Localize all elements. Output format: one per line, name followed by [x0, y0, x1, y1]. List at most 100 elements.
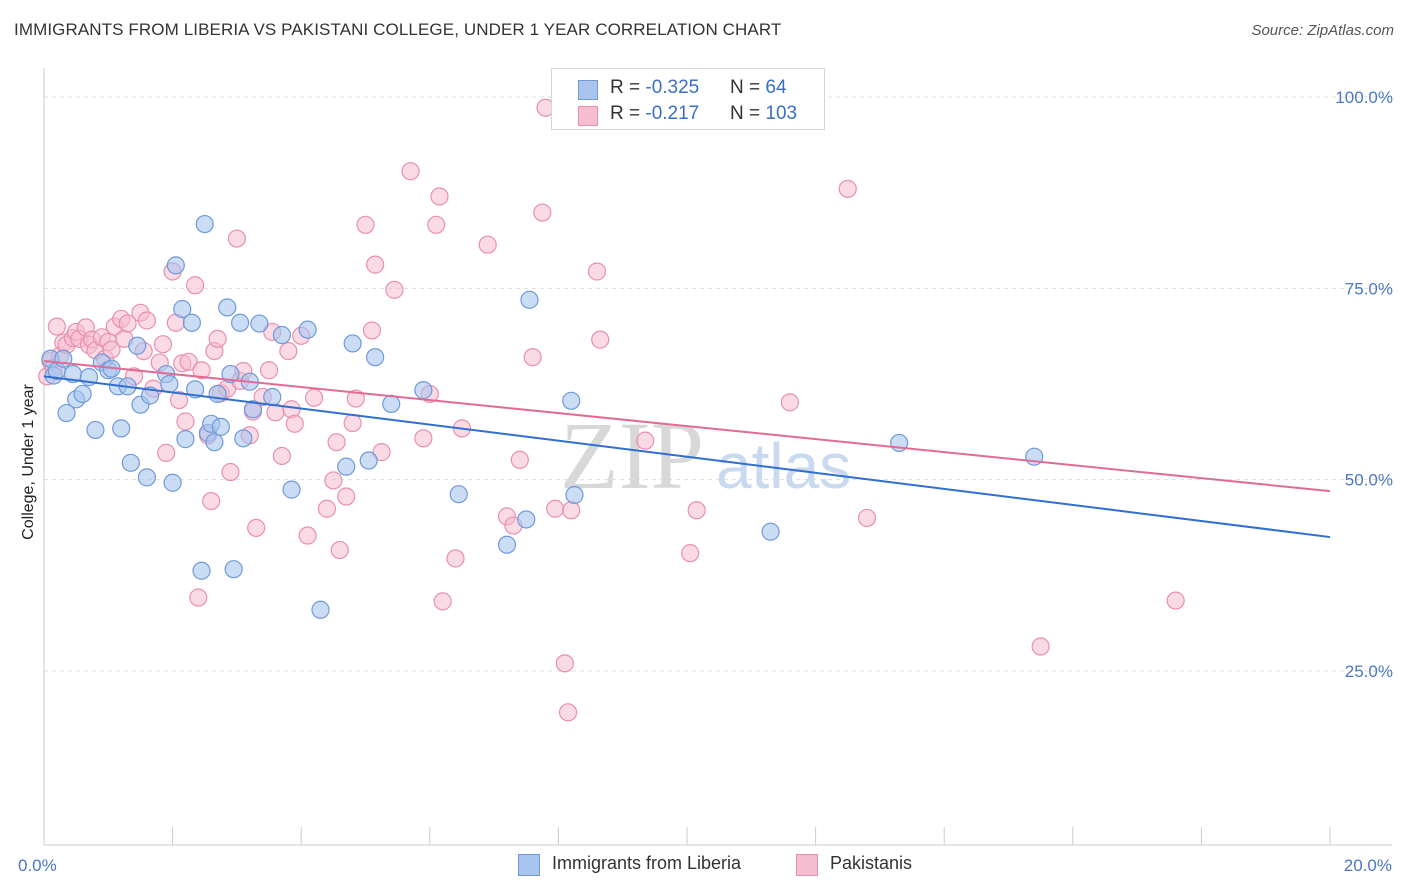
pakistani-point: [227, 229, 246, 248]
liberia-point: [218, 298, 237, 317]
liberia-point: [140, 386, 160, 405]
pakistani-point: [202, 491, 221, 511]
liberia-point: [86, 420, 105, 440]
liberia-point: [176, 430, 195, 449]
y-tick-labels: 100.0% 75.0% 50.0% 25.0%: [1335, 88, 1393, 681]
pakistani-point: [362, 321, 382, 340]
pakistani-point: [385, 280, 404, 299]
liberia-point: [54, 349, 73, 368]
pakistani-point: [427, 215, 446, 234]
liberia-point: [205, 433, 224, 452]
x-tick-left: 0.0%: [18, 856, 57, 875]
pakistani-point: [1031, 637, 1050, 656]
pakistani-point: [401, 162, 420, 181]
pakistani-point: [137, 311, 156, 330]
pakistani-point: [285, 414, 304, 433]
pakistani-point: [247, 518, 266, 537]
bottom-legend-label: Immigrants from Liberia: [552, 853, 742, 873]
liberia-point: [224, 560, 243, 579]
liberia-point: [250, 314, 269, 333]
pakistani-point: [346, 389, 365, 408]
pakistani-trend-line: [43, 360, 1331, 493]
liberia-point: [343, 334, 362, 353]
liberia-point: [414, 381, 433, 400]
liberia-point: [186, 380, 205, 399]
pakistani-point: [372, 443, 391, 462]
pakistani-point: [366, 255, 385, 274]
pakistani-point: [1166, 591, 1185, 610]
pakistani-point: [636, 431, 655, 450]
liberia-point: [497, 535, 517, 554]
pakistani-point: [259, 361, 279, 380]
legend-r-label: R =: [610, 103, 646, 124]
pakistani-point: [681, 544, 700, 563]
liberia-point: [337, 457, 356, 476]
pakistani-point: [546, 499, 565, 518]
trend-lines: [43, 360, 1331, 539]
liberia-point: [243, 400, 263, 419]
legend-r-value: -0.217: [645, 103, 700, 124]
pakistani-point: [838, 179, 857, 198]
pakistani-point: [414, 429, 433, 448]
pakistani-point: [523, 348, 542, 367]
watermark-atlas: atlas: [716, 430, 851, 502]
liberia-point: [761, 522, 780, 541]
pakistani-point: [430, 187, 449, 206]
pakistani-point: [558, 703, 578, 722]
pakistani-point: [324, 471, 343, 490]
pakistani-point: [102, 340, 121, 359]
liberia-point: [137, 468, 156, 487]
legend-n-label: N =: [730, 103, 766, 124]
pakistani-point: [562, 501, 581, 520]
liberia-point: [366, 348, 385, 367]
pakistani-point: [857, 508, 877, 528]
pakistani-point: [337, 487, 356, 506]
pakistani-point: [176, 412, 195, 431]
pakistani-point: [780, 393, 799, 412]
liberia-point: [163, 473, 182, 492]
liberia-point: [112, 419, 131, 438]
pakistani-point: [157, 443, 176, 462]
y-tick-label: 75.0%: [1345, 279, 1393, 298]
liberia-point: [195, 214, 214, 234]
pakistani-point: [221, 462, 240, 482]
pakistani-point: [47, 317, 66, 336]
liberia-point: [160, 374, 179, 394]
pakistani-point: [153, 335, 173, 354]
pakistani-point: [189, 588, 208, 607]
liberia-point: [166, 256, 185, 275]
liberia-point: [128, 336, 147, 355]
pakistani-point: [169, 390, 189, 410]
bottom-legend-label: Pakistanis: [830, 853, 913, 873]
liberia-swatch: [578, 80, 598, 100]
pakistani-point: [327, 433, 346, 452]
pakistani-point: [279, 341, 298, 361]
liberia-point: [121, 453, 140, 472]
liberia-point: [565, 485, 584, 505]
liberia-points: [41, 214, 1044, 619]
legend-r-value: -0.325: [645, 77, 700, 98]
legend-n-value: 64: [765, 77, 787, 98]
pakistani-point: [330, 540, 349, 560]
liberia-point: [208, 384, 227, 404]
x-tick-labels: 0.0% 20.0%: [18, 856, 1392, 875]
liberia-point: [231, 313, 250, 332]
pakistani-point: [555, 654, 574, 673]
pakistani-point: [272, 446, 292, 466]
pakistani-point: [478, 235, 497, 254]
liberia-point: [311, 600, 330, 619]
liberia-point: [382, 394, 401, 413]
pakistani-point: [179, 352, 198, 371]
liberia-point: [57, 403, 76, 423]
liberia-point: [234, 429, 253, 448]
y-tick-label: 100.0%: [1335, 88, 1393, 107]
pakistani-point: [510, 450, 529, 469]
liberia-point: [359, 451, 378, 470]
liberia-point: [520, 290, 539, 309]
liberia-point: [282, 480, 301, 499]
legend-box: R = -0.325 N = 64 R = -0.217 N = 103: [551, 68, 825, 130]
pakistani-point: [208, 329, 227, 348]
source-label: Source: ZipAtlas.com: [1251, 22, 1394, 39]
pakistani-point: [317, 499, 337, 518]
